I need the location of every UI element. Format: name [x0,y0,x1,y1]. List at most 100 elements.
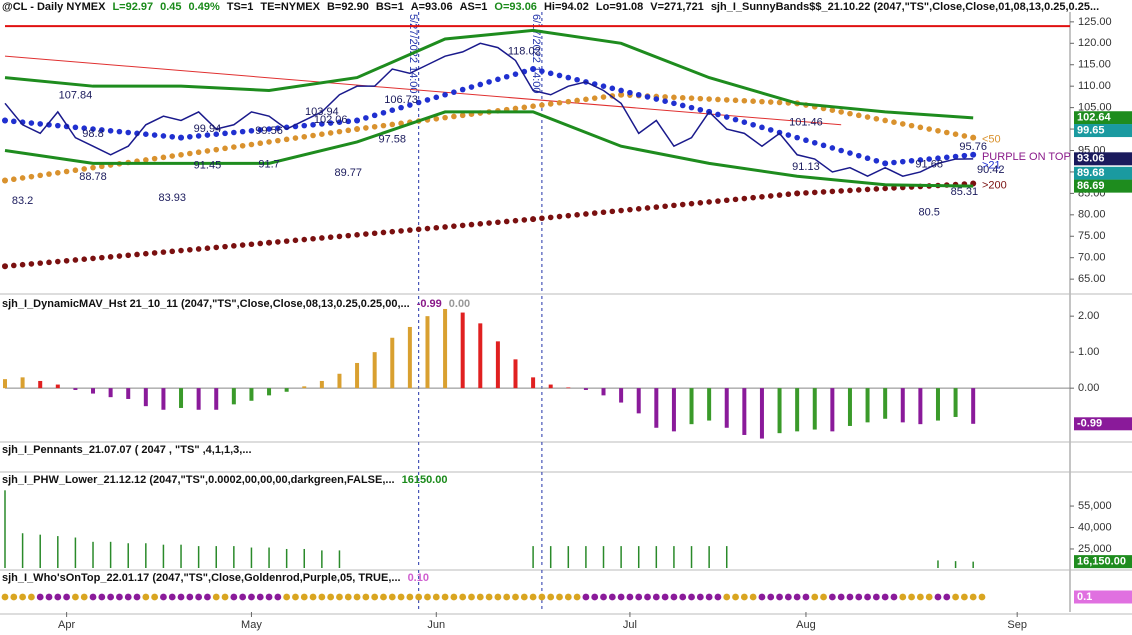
ma-dot-fill [257,140,264,147]
symbol-header: @CL - Daily NYMEX L=92.97 0.45 0.49% TS=1 TE=… [2,1,1106,13]
ma-dot-fill [398,120,404,127]
histogram-bar [143,388,148,407]
indicator-title: sjh_I_Who'sOnTop_22.01.17 (2047,"TS",Clo… [2,572,436,584]
ma-dot-fill [433,224,440,231]
ma-dot-fill [653,96,660,102]
ma-dot [354,126,361,133]
ma-dot-fill [486,79,492,85]
y-tick-label: 125.00 [1078,16,1112,28]
swing-label: 101.46 [789,117,823,129]
x-tick-label: Sep [1007,619,1027,631]
histogram-bar [233,546,235,568]
histogram-bar [355,362,360,389]
histogram-bar [549,546,552,568]
ma-dot-fill [72,124,79,131]
histogram-bar [425,316,430,389]
state-dot [344,593,352,601]
ma-dot-fill [363,115,369,121]
ma-dot-fill [134,251,140,258]
ma-dot-fill [442,91,448,98]
ma-dot-fill [310,121,316,128]
ma-dot-fill [899,121,906,127]
state-dot [547,593,555,601]
state-dot [811,593,819,601]
ma-dot-fill [292,237,299,244]
swing-label: 102.06 [314,114,348,126]
histogram-bar [689,388,694,425]
histogram-bar [742,388,747,435]
histogram-bar [108,388,113,398]
ma-dot-fill [767,193,774,199]
header-text: -0.99 [416,298,442,310]
ma-dot-fill [345,232,352,239]
state-dot [617,593,625,601]
ma-dot-fill [477,221,484,227]
indicator-title: sjh_I_PHW_Lower_21.12.12 (2047,"TS",0.00… [2,474,454,486]
ma-dot-fill [495,219,501,226]
histogram-bar [73,388,78,390]
ma-dot-fill [37,260,44,266]
ma-dot-fill [635,206,642,212]
ma-dot-fill [574,97,580,104]
ma-dot-fill [371,112,378,119]
state-dot [388,593,396,601]
y-tick-label: 40,000 [1078,521,1112,533]
ma-dot-fill [723,97,730,103]
y-tick-label: 2.00 [1078,310,1099,322]
ma-dot-fill [829,145,836,151]
state-dot [1,593,9,601]
ma-dot-fill [583,211,589,217]
ma-dot-fill [116,253,123,259]
ma-dot-fill [336,119,343,125]
price-tag [1074,111,1132,125]
state-dot [582,593,590,601]
x-tick-label: Aug [796,619,816,631]
ma-dot-fill [741,195,748,202]
state-dot [28,593,35,601]
ma-dot-fill [671,202,677,209]
state-dot [221,593,229,601]
ma-dot-fill [248,127,255,134]
band-label: >200 [982,180,1007,192]
ma-dot-fill [143,131,149,138]
state-dot [837,593,845,601]
ma-dot-fill [512,105,519,112]
state-dot [485,593,493,601]
swing-label: 90.42 [977,164,1005,176]
indicator-title: sjh_I_Pennants_21.07.07 ( 2047 , "TS" ,4… [2,444,259,456]
ma-dot-fill [99,127,105,133]
swing-label: 80.5 [918,207,939,219]
header-text: B=92.90 [326,1,369,13]
ma-dot-fill [72,257,79,263]
histogram-bar [57,536,59,568]
ma-dot-fill [301,236,308,243]
ma-dot-fill [63,257,70,264]
histogram-bar [971,388,976,424]
ma-dot-fill [459,222,466,229]
ma-dot-fill [389,107,396,113]
ma-dot-fill [732,116,739,123]
header-text: sjh_I_PHW_Lower_21.12.12 (2047,"TS",0.00… [2,474,395,486]
ma-dot-fill [415,99,422,106]
ma-dot-fill [301,133,308,140]
histogram-bar [443,308,448,389]
histogram-bar [74,537,77,568]
price-tag-label: 99.65 [1077,124,1105,136]
ma-dot-fill [28,120,35,126]
state-dot [828,593,836,601]
ma-dot-fill [688,200,695,207]
state-dot [468,593,475,601]
ma-dot [794,190,801,197]
swing-label: 118.02 [508,46,541,58]
histogram-bar [883,388,888,419]
swing-label: 107.84 [59,89,93,101]
histogram-bar [725,546,728,568]
header-text: TS=1 [226,1,254,13]
ma-dot [2,263,8,270]
ma-dot-fill [917,157,924,163]
ma-dot-fill [11,176,17,183]
ma-dot-fill [371,123,378,130]
swing-label: 91.7 [258,159,279,171]
state-dot [195,593,203,601]
